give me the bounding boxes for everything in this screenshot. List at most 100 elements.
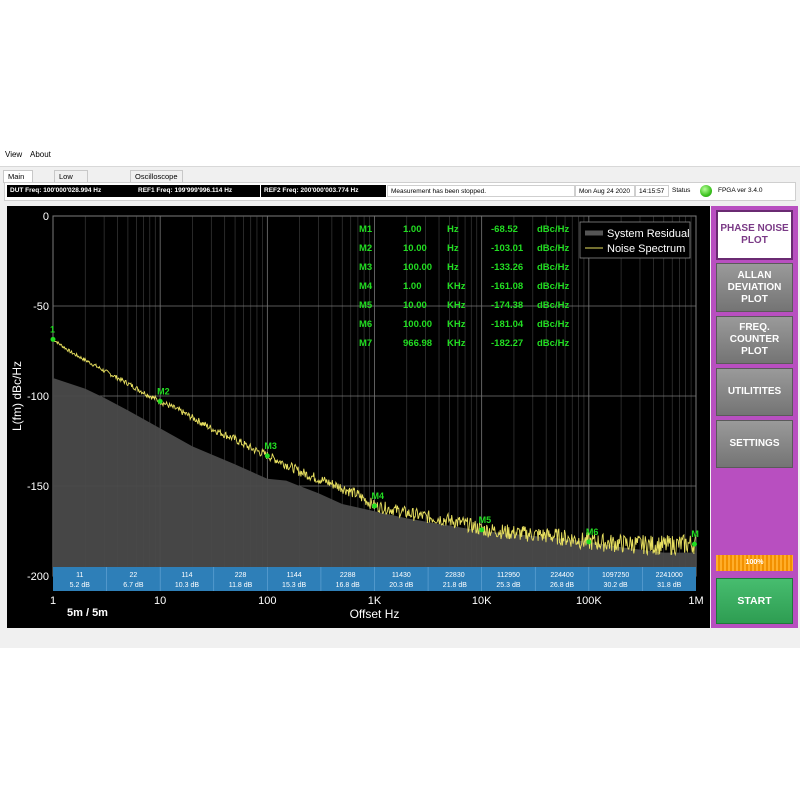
band-freq-label: 2241000 bbox=[656, 572, 683, 579]
x-tick-label: 1 bbox=[50, 595, 56, 607]
legend-box bbox=[579, 221, 691, 259]
band-freq-label: 1144 bbox=[287, 572, 302, 579]
marker-table-unit: KHz bbox=[447, 281, 466, 292]
marker-table-value: -133.26 bbox=[491, 262, 523, 273]
menu-about[interactable]: About bbox=[30, 150, 51, 159]
blank-area bbox=[0, 648, 800, 800]
marker-table-name: M3 bbox=[359, 262, 372, 273]
side-panel: PHASE NOISE PLOT ALLAN DEVIATION PLOT FR… bbox=[711, 206, 798, 628]
menu-view[interactable]: View bbox=[5, 150, 23, 159]
y-tick-label: -100 bbox=[27, 391, 49, 403]
x-tick-label: 100 bbox=[258, 595, 276, 607]
band-db-label: 30.2 dB bbox=[604, 582, 628, 589]
band-freq-label: 112950 bbox=[497, 572, 520, 579]
marker-table-value-unit: dBc/Hz bbox=[537, 224, 569, 235]
marker-table-name: M7 bbox=[359, 338, 372, 349]
marker-plot-label: M bbox=[691, 529, 699, 539]
marker-table-value-unit: dBc/Hz bbox=[537, 243, 569, 254]
band-freq-label: 224400 bbox=[550, 572, 573, 579]
time-window-label: 5m / 5m bbox=[67, 607, 108, 619]
y-tick-label: -200 bbox=[27, 571, 49, 583]
marker-table-freq: 100.00 bbox=[403, 319, 432, 330]
ref2-freq-readout: REF2 Freq: 200'000'003.774 Hz bbox=[261, 185, 386, 197]
marker-table-unit: Hz bbox=[447, 262, 459, 273]
marker-table-unit: KHz bbox=[447, 319, 466, 330]
marker-point bbox=[264, 453, 270, 459]
y-tick-label: 0 bbox=[43, 211, 49, 223]
marker-table-name: M5 bbox=[359, 300, 373, 311]
band-db-label: 20.3 dB bbox=[389, 582, 413, 589]
band-freq-label: 2288 bbox=[340, 572, 356, 579]
utilities-button[interactable]: UTILITITES bbox=[716, 368, 793, 416]
marker-table-value: -68.52 bbox=[491, 224, 518, 235]
marker-table-name: M1 bbox=[359, 224, 373, 235]
x-tick-label: 1K bbox=[368, 595, 382, 607]
y-axis-label: L(fm) dBc/Hz bbox=[10, 361, 24, 431]
start-button[interactable]: START bbox=[716, 578, 793, 624]
band-freq-label: 11 bbox=[76, 572, 83, 579]
band-db-label: 21.8 dB bbox=[443, 582, 467, 589]
band-freq-label: 114 bbox=[181, 572, 192, 579]
marker-table-value-unit: dBc/Hz bbox=[537, 319, 569, 330]
marker-table-unit: Hz bbox=[447, 243, 459, 254]
status-led-icon bbox=[700, 185, 712, 197]
marker-point bbox=[372, 503, 377, 509]
band-freq-label: 22 bbox=[129, 572, 137, 579]
marker-table-value-unit: dBc/Hz bbox=[537, 338, 569, 349]
allan-deviation-plot-button[interactable]: ALLAN DEVIATION PLOT bbox=[716, 263, 793, 312]
marker-table-name: M6 bbox=[359, 319, 372, 330]
legend-label-residual: System Residual bbox=[607, 228, 690, 240]
band-db-label: 6.7 dB bbox=[123, 582, 144, 589]
y-tick-label: -50 bbox=[33, 301, 49, 313]
marker-plot-label: M6 bbox=[586, 527, 599, 537]
marker-table-value: -161.08 bbox=[491, 281, 523, 292]
tab-low-level-control[interactable]: Low Level Control bbox=[54, 170, 89, 203]
marker-plot-label: M4 bbox=[372, 491, 385, 501]
band-freq-label: 11430 bbox=[392, 572, 411, 579]
marker-table-name: M2 bbox=[359, 243, 372, 254]
dut-freq-readout: DUT Freq: 100'000'028.994 Hz bbox=[7, 185, 135, 197]
band-db-label: 11.8 dB bbox=[229, 582, 253, 589]
menu-bar: View About bbox=[0, 146, 800, 164]
marker-table-value: -174.38 bbox=[491, 300, 523, 311]
band-db-label: 16.8 dB bbox=[336, 582, 360, 589]
x-axis-label: Offset Hz bbox=[350, 607, 400, 621]
marker-table-freq: 10.00 bbox=[403, 243, 427, 254]
tab-oscilloscope[interactable]: Oscilloscope bbox=[130, 170, 183, 182]
x-tick-label: 100K bbox=[576, 595, 602, 607]
marker-plot-label: M2 bbox=[157, 386, 170, 396]
settings-button[interactable]: SETTINGS bbox=[716, 420, 793, 468]
marker-plot-label: 1 bbox=[50, 324, 55, 334]
phase-noise-plot-button[interactable]: PHASE NOISE PLOT bbox=[716, 210, 793, 260]
band-db-label: 26.8 dB bbox=[550, 582, 574, 589]
marker-point bbox=[691, 541, 697, 547]
band-db-label: 10.3 dB bbox=[175, 582, 199, 589]
ref1-freq-readout: REF1 Freq: 199'999'996.114 Hz bbox=[135, 185, 260, 197]
band-freq-label: 22830 bbox=[445, 572, 465, 579]
y-tick-label: -150 bbox=[27, 481, 49, 493]
marker-point bbox=[50, 336, 56, 342]
marker-table-freq: 10.00 bbox=[403, 300, 427, 311]
time-display: 14:15:57 bbox=[635, 185, 669, 197]
marker-table-value: -182.27 bbox=[491, 338, 523, 349]
marker-table-freq: 1.00 bbox=[403, 281, 422, 292]
x-tick-label: 1M bbox=[688, 595, 703, 607]
status-label: Status bbox=[669, 185, 699, 197]
band-db-label: 31.8 dB bbox=[657, 582, 681, 589]
marker-table-value: -103.01 bbox=[491, 243, 524, 254]
marker-point bbox=[586, 539, 592, 545]
band-db-label: 25.3 dB bbox=[496, 582, 520, 589]
marker-table-value-unit: dBc/Hz bbox=[537, 262, 569, 273]
date-display: Mon Aug 24 2020 bbox=[575, 185, 635, 197]
system-residual-area bbox=[53, 378, 696, 576]
band-freq-label: 1097250 bbox=[602, 572, 629, 579]
freq-counter-plot-button[interactable]: FREQ. COUNTER PLOT bbox=[716, 316, 793, 364]
marker-point bbox=[157, 398, 163, 404]
marker-table-unit: KHz bbox=[447, 338, 466, 349]
marker-table-unit: Hz bbox=[447, 224, 459, 235]
legend-label-noise: Noise Spectrum bbox=[607, 243, 685, 255]
marker-table-value: -181.04 bbox=[491, 319, 524, 330]
phase-noise-chart[interactable]: 1 10 100 1K 10K 100K 1M0-50-100-150-2001M2M3M4… bbox=[7, 206, 710, 628]
status-message: Measurement has been stopped. bbox=[387, 185, 575, 197]
band-db-label: 5.2 dB bbox=[70, 582, 91, 589]
